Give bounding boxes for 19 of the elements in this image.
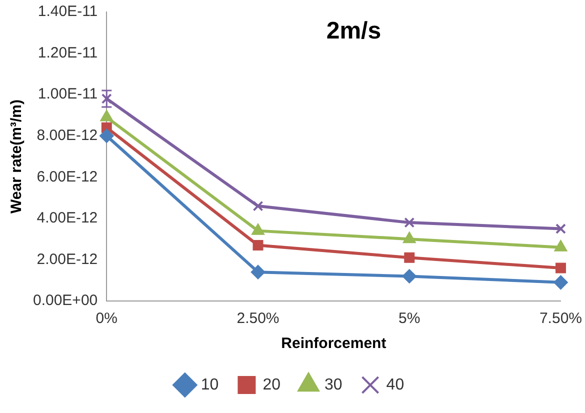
- y-tick-label: 1.20E-11: [38, 44, 98, 62]
- y-tick-label: 8.00E-12: [36, 127, 98, 144]
- x-tick-label: 0%: [96, 310, 118, 328]
- chart-title: 2m/s: [326, 18, 382, 45]
- x-tick-label: 7.50%: [539, 310, 582, 328]
- legend-label: 20: [262, 376, 281, 394]
- y-tick-label: 2.00E-12: [36, 250, 98, 268]
- y-tick-label: 1.00E-11: [38, 86, 98, 103]
- y-tick-label: 1.40E-11: [38, 3, 98, 20]
- x-tick-label: 5%: [398, 310, 420, 328]
- x-axis-title: Reinforcement: [281, 335, 386, 352]
- y-axis-title: Wear rate(m³/m): [8, 100, 26, 214]
- y-tick-label: 4.00E-12: [36, 210, 98, 227]
- y-tick-label: 6.00E-12: [36, 168, 98, 186]
- legend-label: 10: [200, 376, 219, 394]
- legend-label: 30: [324, 376, 342, 394]
- legend-label: 40: [386, 376, 404, 394]
- y-tick-label: 0.00E+00: [32, 292, 98, 310]
- x-tick-label: 2.50%: [236, 310, 280, 328]
